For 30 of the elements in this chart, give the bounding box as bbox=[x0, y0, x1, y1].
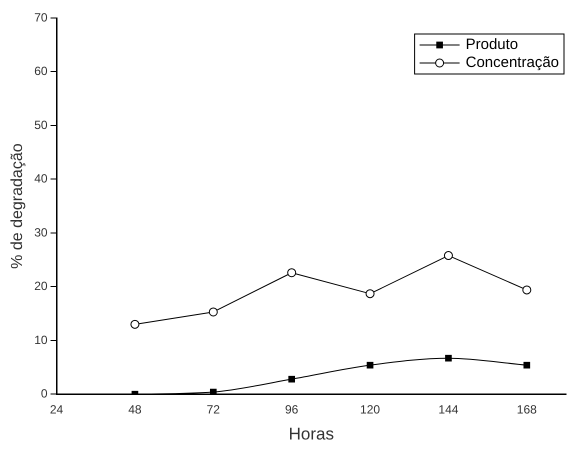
x-tick-label: 96 bbox=[285, 402, 299, 417]
y-tick-label: 0 bbox=[40, 386, 48, 401]
y-tick-label: 20 bbox=[34, 279, 48, 294]
y-tick-label: 50 bbox=[34, 118, 48, 132]
x-tick-label: 144 bbox=[438, 402, 459, 417]
point bbox=[523, 362, 530, 369]
y-tick-label: 10 bbox=[34, 332, 48, 347]
x-tick-label: 24 bbox=[50, 402, 64, 417]
y-tick-label: 60 bbox=[34, 64, 48, 78]
point bbox=[445, 354, 452, 362]
y-axis-title: % de degradação bbox=[9, 143, 26, 269]
point bbox=[208, 307, 218, 316]
legend-label: Produto bbox=[466, 36, 518, 54]
point bbox=[444, 251, 453, 260]
x-tick-label: 120 bbox=[360, 402, 380, 417]
point bbox=[287, 268, 296, 278]
x-tick-label: 48 bbox=[128, 402, 142, 417]
y-tick-label: 70 bbox=[34, 10, 48, 24]
point bbox=[288, 376, 296, 382]
point bbox=[130, 320, 140, 329]
legend-label: Concentração bbox=[466, 54, 560, 72]
x-tick-label: 168 bbox=[516, 402, 538, 417]
x-axis-title: Horas bbox=[288, 424, 334, 444]
point bbox=[522, 285, 532, 294]
point bbox=[366, 289, 375, 298]
y-tick-label: 30 bbox=[34, 225, 48, 240]
y-tick-label: 40 bbox=[34, 172, 48, 186]
point bbox=[366, 362, 374, 369]
x-tick-label: 72 bbox=[206, 402, 220, 417]
point bbox=[210, 388, 217, 394]
